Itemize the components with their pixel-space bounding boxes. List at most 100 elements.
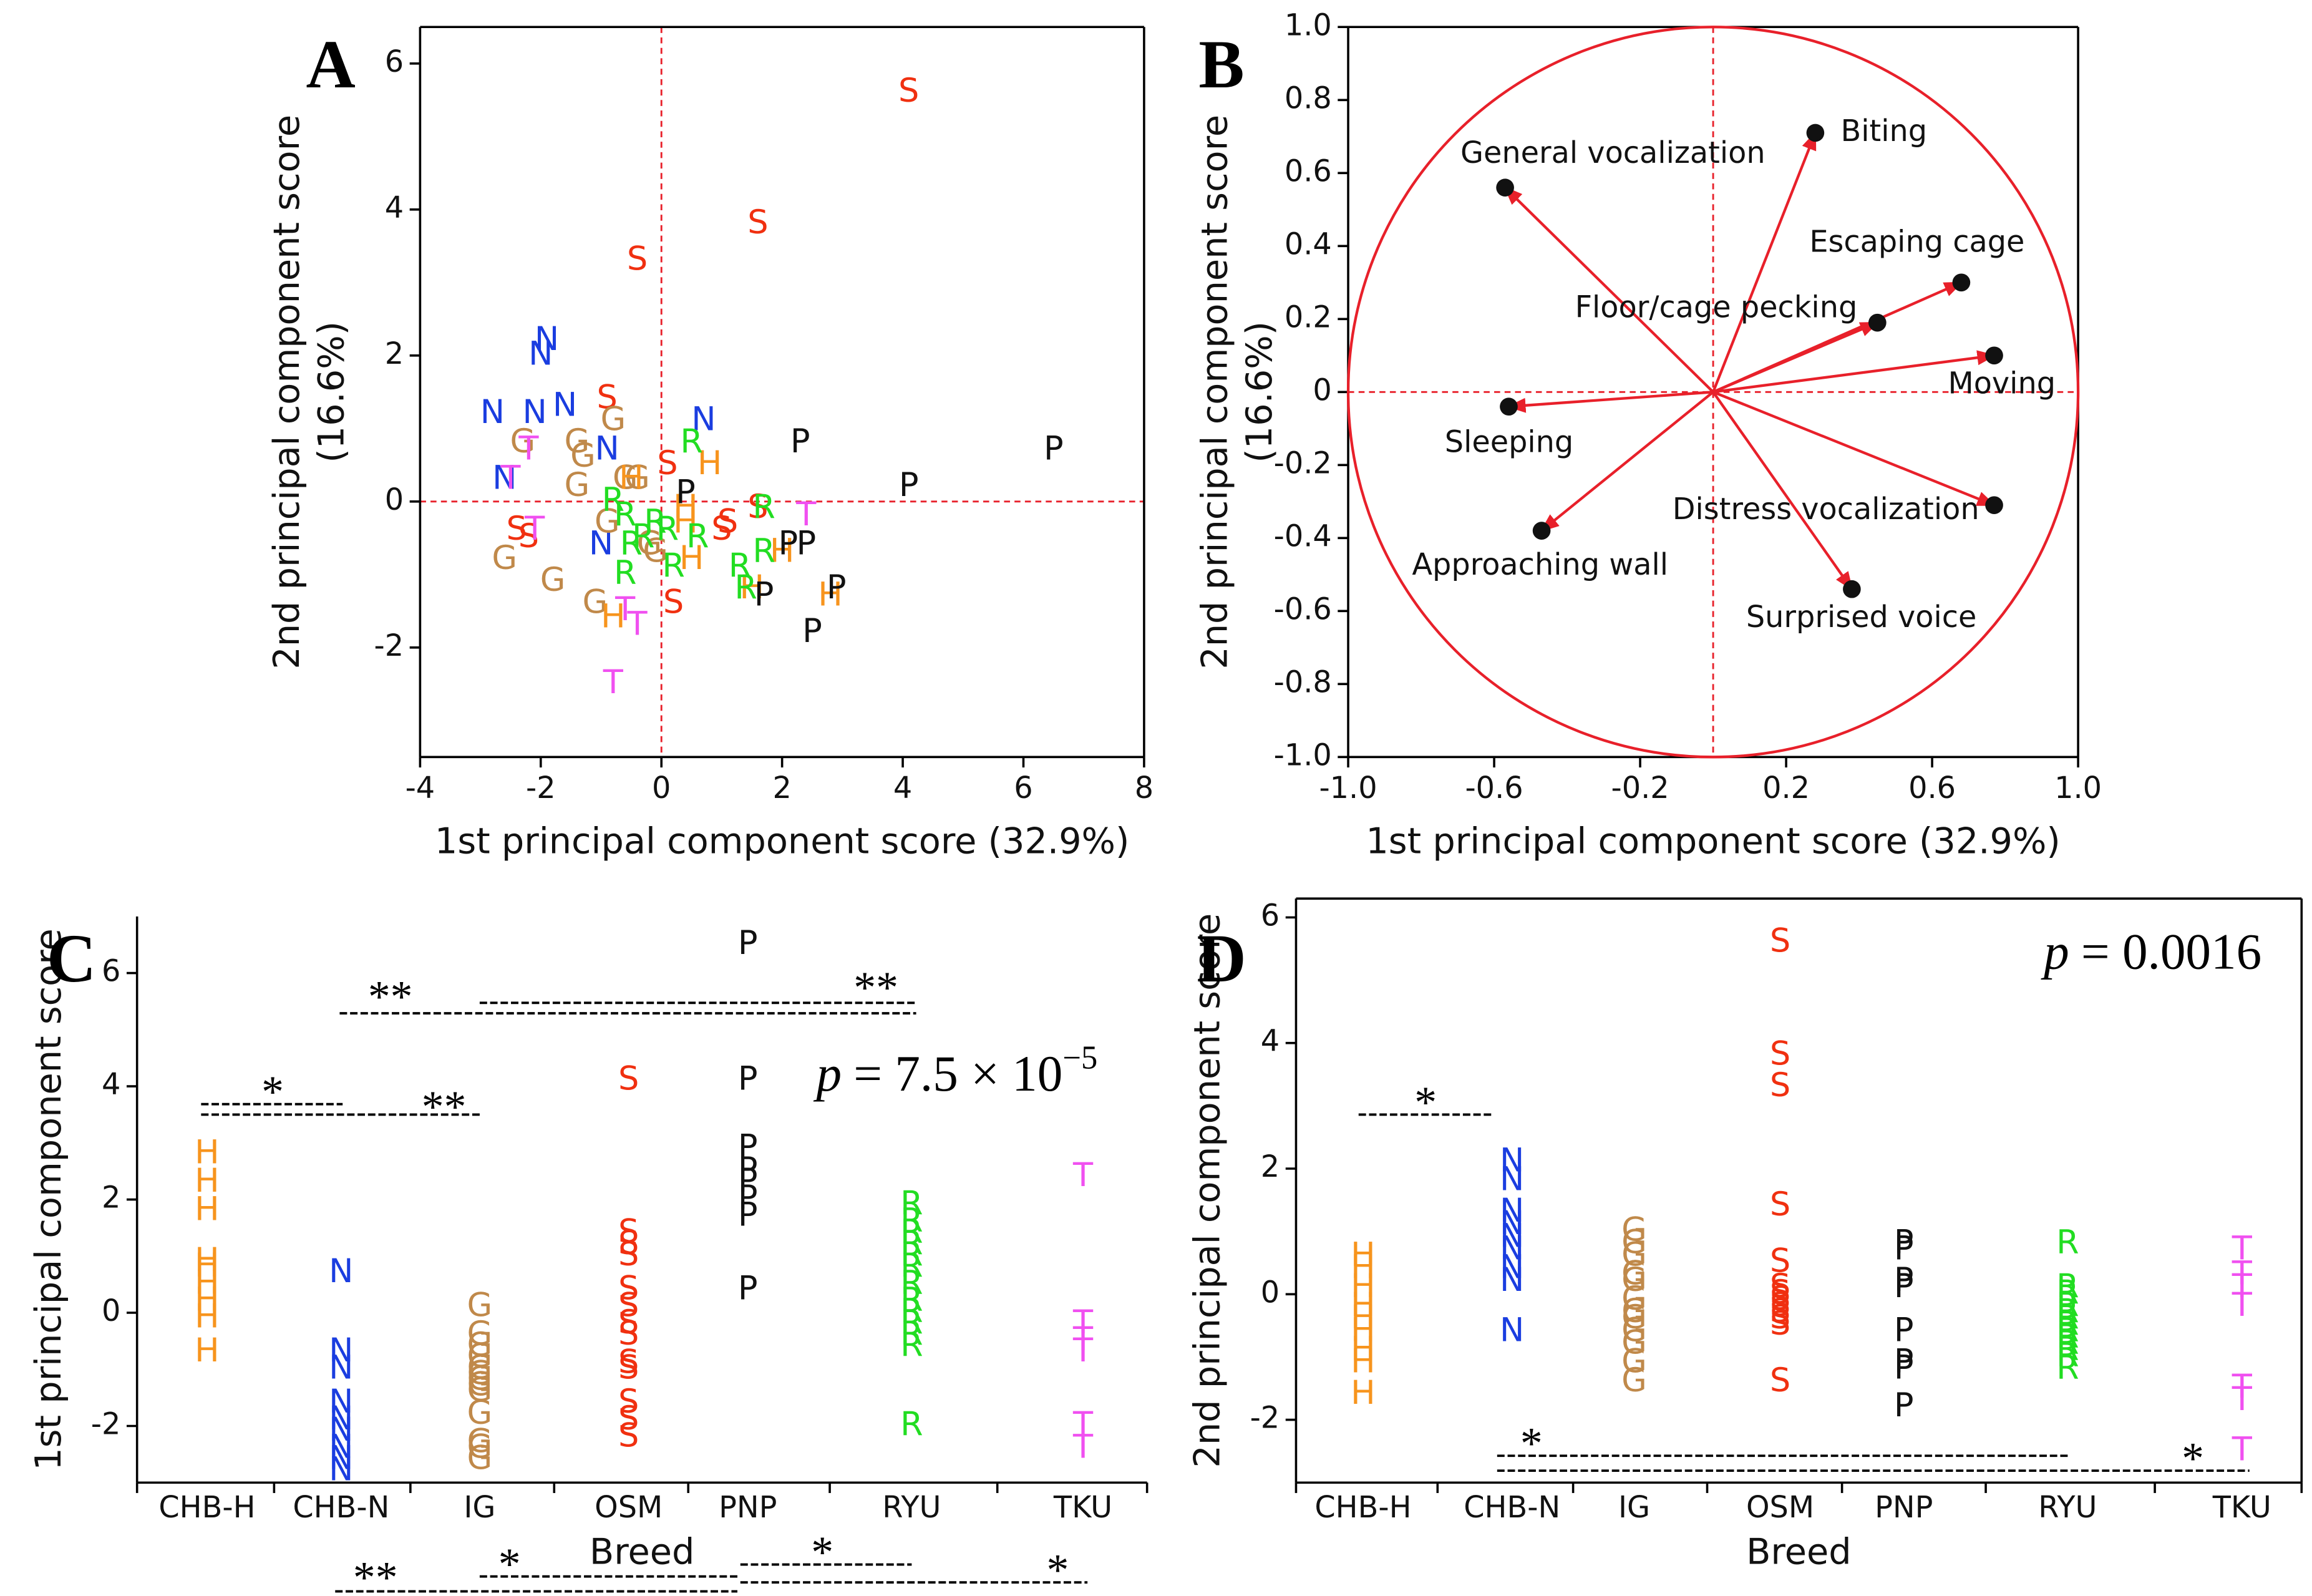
point: H	[1351, 1286, 1376, 1324]
point: R	[900, 1263, 923, 1302]
point: S	[618, 1315, 639, 1353]
point: S	[618, 1303, 639, 1341]
y-tick-label: -2	[1250, 1401, 1280, 1436]
point: N	[1500, 1311, 1524, 1349]
point: R	[900, 1201, 923, 1239]
point: S	[1770, 1280, 1790, 1318]
point: N	[1500, 1248, 1524, 1287]
p-exponent: −5	[1062, 1040, 1097, 1076]
y-tick-label: 4	[1261, 1024, 1280, 1059]
point: H	[697, 444, 722, 482]
point: R	[900, 1315, 923, 1353]
point: T	[1072, 1156, 1094, 1194]
point: T	[2232, 1255, 2253, 1293]
y-tick-label: 6	[385, 45, 404, 79]
point: G	[467, 1371, 493, 1409]
p-text: = 0.0016	[2081, 923, 2261, 980]
y-tick-label: 4	[102, 1068, 120, 1102]
p-value: p = 7.5 × 10−5	[814, 1040, 1098, 1102]
x-tick-label: CHB-N	[293, 1491, 389, 1525]
loading-label: Distress vocalization	[1673, 492, 1979, 527]
p-symbol: p	[2041, 923, 2069, 980]
panel-letter: B	[1198, 26, 1244, 102]
point: G	[601, 401, 626, 439]
panel-letter: D	[1197, 920, 1246, 996]
y-tick-label: 6	[1261, 898, 1280, 933]
point: H	[1351, 1330, 1376, 1368]
point: P	[738, 1179, 758, 1217]
significance: *	[1520, 1419, 1543, 1469]
point: S	[1770, 1066, 1790, 1104]
loading-vector	[1712, 350, 1996, 394]
point: P	[1894, 1267, 1914, 1305]
point: R	[2056, 1317, 2079, 1355]
y-tick-label: -0.2	[1274, 446, 1332, 480]
point: G	[540, 561, 566, 599]
point: G	[1621, 1236, 1647, 1274]
point: P	[1894, 1343, 1914, 1381]
loading-point	[1532, 522, 1551, 540]
x-tick-label: -2	[526, 771, 556, 805]
x-tick-label: 0.2	[1762, 771, 1810, 805]
x-tick-label: 6	[1014, 771, 1032, 805]
point: G	[1621, 1261, 1647, 1299]
loading-label: Approaching wall	[1412, 548, 1668, 582]
point: G	[1621, 1255, 1647, 1293]
unit-circle	[1346, 26, 2080, 759]
significance: **	[422, 1083, 467, 1132]
point: P	[778, 525, 798, 563]
x-tick-label: 0.6	[1908, 771, 1956, 805]
significance: *	[1046, 1546, 1069, 1595]
point: H	[195, 1241, 220, 1279]
point: S	[663, 583, 684, 621]
x-tick-label: CHB-H	[158, 1491, 255, 1525]
point: G	[637, 525, 663, 563]
significance: *	[1414, 1078, 1437, 1127]
point: R	[900, 1213, 923, 1251]
point: S	[1770, 1242, 1790, 1280]
point: R	[752, 532, 775, 570]
y-tick-label: 4	[385, 191, 404, 225]
point: G	[1621, 1210, 1647, 1248]
point: R	[900, 1303, 923, 1341]
point: T	[2232, 1267, 2253, 1305]
point: N	[1500, 1161, 1524, 1199]
point: N	[329, 1439, 353, 1477]
y-tick-label: -0.8	[1274, 665, 1332, 699]
loading-point	[1496, 178, 1514, 197]
y-axis-label: (16.6%)	[1238, 321, 1280, 463]
y-tick-label: -0.4	[1274, 519, 1332, 553]
y-tick-label: 0.8	[1285, 81, 1332, 115]
point: H	[195, 1263, 220, 1302]
point: N	[535, 320, 559, 358]
x-tick-label: IG	[464, 1491, 495, 1525]
point: T	[500, 459, 521, 497]
x-tick-label: 2	[772, 771, 791, 805]
point: R	[614, 553, 637, 591]
point: G	[1621, 1298, 1647, 1336]
point: G	[467, 1439, 493, 1477]
point: P	[676, 474, 696, 512]
significance: *	[261, 1068, 284, 1117]
point: R	[900, 1184, 923, 1222]
point: G	[467, 1326, 493, 1364]
point: H	[673, 488, 698, 526]
point: S	[597, 379, 618, 417]
point: S	[1770, 1286, 1790, 1324]
loading-point	[1985, 346, 2003, 365]
point: S	[1770, 1273, 1790, 1311]
point: N	[492, 459, 517, 497]
point: H	[195, 1247, 220, 1285]
point: N	[329, 1428, 353, 1466]
point: N	[1500, 1229, 1524, 1267]
point: T	[626, 605, 648, 643]
point: N	[1500, 1261, 1524, 1299]
x-tick-label: TKU	[1053, 1491, 1112, 1525]
point: P	[1894, 1311, 1914, 1349]
point: H	[1351, 1311, 1376, 1349]
point: G	[1621, 1323, 1647, 1361]
point: G	[1621, 1255, 1647, 1293]
point: N	[528, 334, 553, 372]
loading-label: Escaping cage	[1809, 225, 2024, 260]
